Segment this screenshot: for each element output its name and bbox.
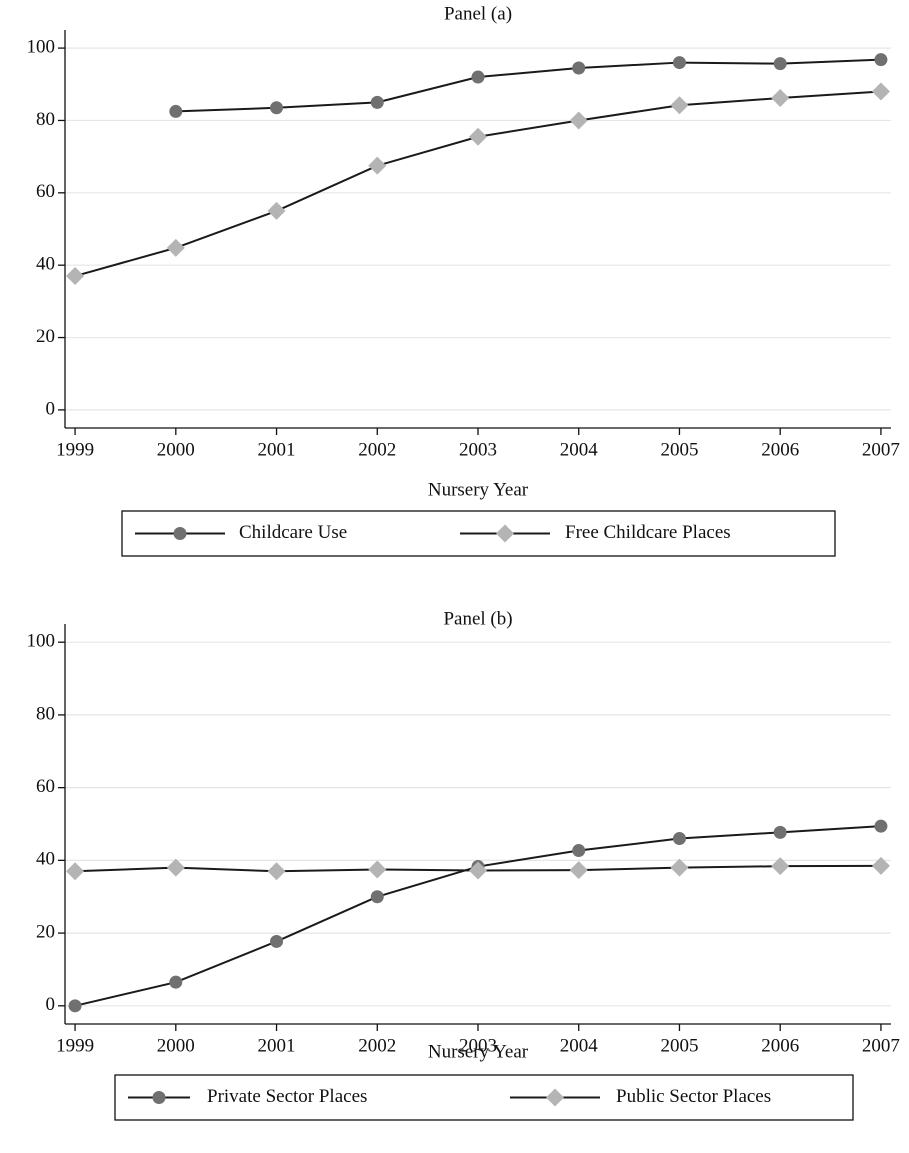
data-point xyxy=(169,975,183,989)
data-point xyxy=(166,238,185,257)
data-point xyxy=(572,844,586,858)
data-point xyxy=(874,53,888,67)
data-point xyxy=(166,858,185,877)
data-point xyxy=(68,999,82,1013)
data-point xyxy=(270,934,284,948)
data-point xyxy=(471,70,485,84)
data-point xyxy=(569,861,588,880)
x-tick-label: 2005 xyxy=(660,1035,698,1056)
data-point xyxy=(773,57,787,71)
y-tick-label: 60 xyxy=(36,776,55,797)
x-tick-label: 2007 xyxy=(862,1035,900,1056)
x-tick-label: 2006 xyxy=(761,439,799,460)
chart-title: Panel (b) xyxy=(443,608,512,629)
x-axis-label: Nursery Year xyxy=(428,479,529,500)
legend-label: Private Sector Places xyxy=(207,1086,367,1107)
y-tick-label: 60 xyxy=(36,181,55,202)
x-tick-label: 2000 xyxy=(157,1035,195,1056)
y-tick-label: 100 xyxy=(27,631,56,652)
data-point xyxy=(672,56,686,70)
x-tick-label: 2002 xyxy=(358,439,396,460)
legend-marker xyxy=(546,1088,564,1107)
data-point xyxy=(370,890,384,904)
data-point xyxy=(169,104,183,118)
data-point xyxy=(469,861,487,880)
data-point xyxy=(66,862,85,881)
legend-label: Free Childcare Places xyxy=(565,522,731,543)
legend-marker xyxy=(152,1091,166,1104)
chart-title: Panel (a) xyxy=(444,3,512,24)
series-line xyxy=(74,825,881,1007)
data-point xyxy=(672,832,686,846)
legend-box xyxy=(114,1074,854,1121)
x-tick-label: 2002 xyxy=(358,1035,396,1056)
data-point xyxy=(773,825,787,839)
x-tick-label: 2003 xyxy=(459,1035,497,1056)
x-tick-label: 2003 xyxy=(459,439,497,460)
y-tick-label: 20 xyxy=(36,921,55,942)
data-point xyxy=(871,856,890,875)
data-point xyxy=(469,127,487,146)
y-tick-label: 40 xyxy=(36,849,55,870)
y-tick-label: 80 xyxy=(36,109,55,130)
x-tick-label: 2001 xyxy=(258,1035,296,1056)
data-point xyxy=(66,267,85,286)
y-tick-label: 0 xyxy=(46,994,56,1015)
x-tick-label: 1999 xyxy=(56,439,94,460)
x-tick-label: 2006 xyxy=(761,1035,799,1056)
x-tick-label: 2007 xyxy=(862,439,900,460)
data-point xyxy=(874,819,888,833)
data-point xyxy=(670,96,689,115)
data-point xyxy=(572,61,586,75)
x-tick-label: 2004 xyxy=(560,439,599,460)
data-point xyxy=(267,862,286,881)
data-point xyxy=(270,101,284,115)
series-line xyxy=(74,90,881,277)
legend-label: Public Sector Places xyxy=(616,1086,771,1107)
data-point xyxy=(569,111,588,130)
y-tick-label: 0 xyxy=(46,398,56,419)
y-tick-label: 80 xyxy=(36,703,55,724)
legend-label: Childcare Use xyxy=(239,522,347,543)
data-point xyxy=(670,858,689,877)
data-point xyxy=(871,82,890,101)
data-point xyxy=(267,201,286,220)
y-tick-label: 40 xyxy=(36,254,55,275)
x-tick-label: 2000 xyxy=(157,439,195,460)
data-point xyxy=(771,857,790,876)
y-tick-label: 20 xyxy=(36,326,55,347)
legend-marker xyxy=(173,527,187,540)
x-axis-label: Nursery Year xyxy=(428,1041,529,1062)
data-point xyxy=(370,95,384,109)
x-tick-label: 1999 xyxy=(56,1035,94,1056)
x-tick-label: 2005 xyxy=(660,439,698,460)
data-point xyxy=(771,89,790,108)
legend-marker xyxy=(496,524,514,543)
x-tick-label: 2001 xyxy=(258,439,296,460)
data-point xyxy=(368,156,387,175)
x-tick-label: 2004 xyxy=(560,1035,599,1056)
data-point xyxy=(368,860,387,879)
y-tick-label: 100 xyxy=(27,36,56,57)
series-line xyxy=(175,58,881,113)
